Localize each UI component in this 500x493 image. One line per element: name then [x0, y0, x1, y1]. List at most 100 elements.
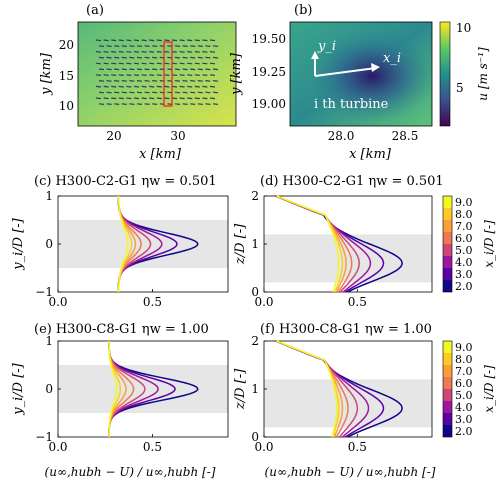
x-tick-label: 0.0	[48, 295, 67, 309]
turbine-mark	[141, 51, 147, 53]
turbine-mark	[212, 45, 219, 47]
turbine-mark	[171, 97, 178, 100]
turbine-mark	[202, 85, 208, 88]
wake-colorbar-segment	[443, 341, 452, 353]
turbine-mark	[141, 85, 147, 88]
cbar-tick-5: 5	[456, 81, 464, 95]
b-xtick-285: 28.5	[392, 129, 419, 143]
turbine-mark	[136, 91, 143, 94]
wake-colorbar-tick: 6.0	[455, 377, 473, 390]
turbine-mark	[205, 68, 211, 71]
y-tick-label: 0	[251, 285, 259, 299]
turbine-mark	[212, 68, 219, 71]
wake-colorbar-segment	[443, 268, 452, 280]
turbine-mark	[194, 74, 200, 76]
velocity-colorbar	[439, 21, 451, 127]
turbine-mark	[179, 62, 185, 65]
xi-axis-arrow	[314, 67, 377, 77]
turbine-mark	[111, 62, 117, 65]
wake-colorbar-tick: 4.0	[455, 401, 473, 414]
turbine-mark	[95, 97, 102, 100]
panel-a-yticks: 10 15 20	[59, 38, 74, 113]
a-ytick-20: 20	[59, 38, 74, 52]
turbine-mark	[197, 103, 203, 105]
a-ylabel: y [km]	[39, 52, 54, 96]
b-ytick-1950: 19.50	[252, 32, 286, 46]
turbine-mark	[106, 68, 112, 71]
turbine-mark	[106, 80, 112, 82]
turbine-mark	[121, 56, 127, 59]
turbine-mark	[187, 97, 193, 100]
turbine-mark	[133, 74, 140, 76]
turbine-mark	[174, 56, 181, 59]
a-ytick-15: 15	[59, 69, 74, 83]
turbine-mark	[156, 97, 162, 100]
b-xtick-280: 28.0	[328, 129, 355, 143]
turbine-mark	[174, 80, 181, 82]
x-tick-label: 0.5	[348, 295, 367, 309]
turbine-mark	[95, 62, 102, 65]
turbine-mark	[190, 80, 196, 82]
turbine-mark	[118, 85, 124, 88]
wake-colorbar-tick: 8.0	[455, 208, 473, 221]
turbine-mark	[209, 62, 216, 65]
turbine-mark	[156, 74, 162, 76]
turbine-mark	[103, 97, 109, 100]
turbine-mark	[103, 62, 109, 65]
turbine-mark	[98, 45, 105, 47]
panel-a: (a) 10 15 20 20 30 x [km] y [km]	[39, 3, 237, 162]
turbine-mark	[205, 103, 211, 105]
turbine-mark	[126, 62, 132, 65]
turbine-mark	[194, 62, 200, 65]
turbine-mark	[171, 85, 178, 88]
turbine-mark	[209, 85, 216, 88]
turbine-mark	[114, 45, 120, 47]
turbine-mark	[129, 91, 135, 94]
turbine-mark	[187, 39, 193, 42]
turbine-mark	[95, 51, 102, 53]
turbine-mark	[144, 56, 150, 59]
turbine-mark	[121, 80, 127, 82]
turbine-mark	[126, 39, 132, 42]
panel-b: (b) x_i y_i i th turbine 19.00 19.25 19.…	[229, 3, 490, 162]
turbine-mark	[194, 85, 200, 88]
turbine-mark	[126, 97, 132, 100]
y-tick-label: 0	[45, 382, 53, 396]
wake-colorbar-tick: 6.0	[455, 232, 473, 245]
turbine-mark	[152, 103, 158, 105]
turbine-mark	[144, 80, 150, 82]
a-xtick-20: 20	[106, 129, 121, 143]
panel-e-title-text: H300-C8-G1 ηw = 1.00	[56, 322, 209, 337]
turbine-mark	[144, 68, 150, 71]
turbine-mark	[111, 39, 117, 42]
turbine-mark	[171, 39, 178, 42]
turbine-mark	[111, 51, 117, 53]
panel-c-tag: (c)	[34, 174, 51, 189]
turbine-mark	[156, 62, 162, 65]
wake-colorbar-tick: 3.0	[455, 413, 473, 426]
turbine-mark	[98, 68, 105, 71]
turbine-mark	[209, 39, 216, 42]
turbine-mark	[114, 68, 120, 71]
turbine-mark	[202, 51, 208, 53]
panel-b-wake	[290, 22, 432, 126]
turbine-mark	[182, 103, 188, 105]
turbine-mark	[156, 85, 162, 88]
wake-colorbar-segment	[443, 256, 452, 268]
turbine-mark	[141, 39, 147, 42]
turbine-mark	[152, 68, 158, 71]
panel-c: (c) H300-C2-G1 ηw = 0.501 y_i/D [-] −1 0 1 0…	[11, 174, 229, 309]
turbine-mark	[152, 91, 158, 94]
turbine-mark	[133, 85, 140, 88]
x-tick-label: 0.5	[143, 440, 162, 454]
turbine-mark	[152, 80, 158, 82]
turbine-mark	[171, 74, 178, 76]
cbar-tick-10: 10	[456, 21, 471, 35]
y-tick-label: 1	[45, 189, 53, 203]
turbine-mark	[174, 103, 181, 105]
turbine-mark	[179, 85, 185, 88]
panel-d-tag: (d)	[260, 174, 278, 189]
turbine-mark	[187, 51, 193, 53]
turbine-mark	[103, 85, 109, 88]
